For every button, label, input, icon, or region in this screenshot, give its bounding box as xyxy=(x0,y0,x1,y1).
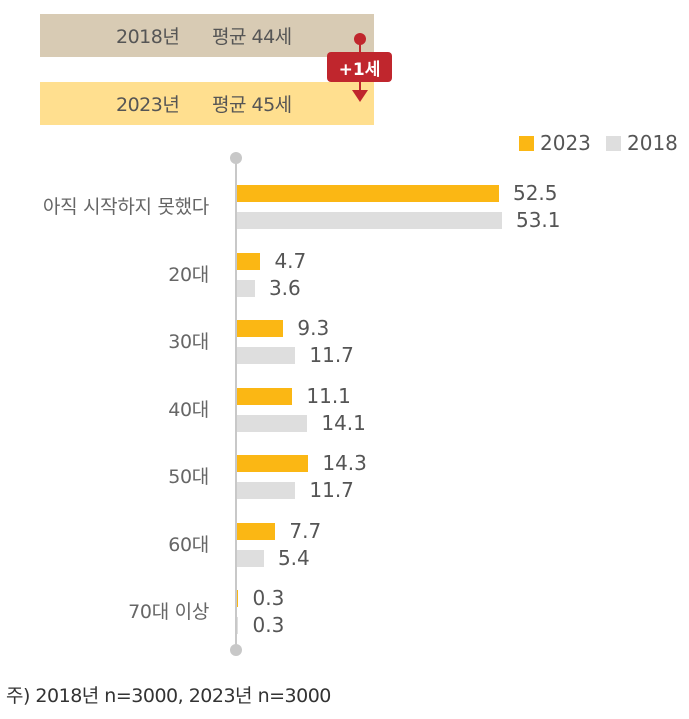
value-label-2018: 53.1 xyxy=(515,208,561,232)
category-label: 아직 시작하지 못했다 xyxy=(42,196,209,218)
bar-2018 xyxy=(237,617,239,634)
category-label: 20대 xyxy=(168,263,209,286)
average-year-2023: 2023년 xyxy=(116,94,180,116)
category-axis xyxy=(235,158,237,650)
bar-2023 xyxy=(237,522,276,540)
legend-label-2018: 2018 xyxy=(627,131,678,155)
category-label: 40대 xyxy=(168,398,209,421)
bar-2023 xyxy=(237,252,261,270)
value-label-2023: 7.7 xyxy=(289,518,322,543)
bar-2018 xyxy=(237,549,264,567)
value-label-2018: 11.7 xyxy=(309,343,354,367)
average-year-2018: 2018년 xyxy=(116,26,180,48)
axis-top-dot xyxy=(230,152,242,164)
category-label: 30대 xyxy=(168,331,209,353)
value-label-2018: 14.1 xyxy=(321,410,366,435)
bar-2018 xyxy=(237,212,502,229)
axis-bottom-dot xyxy=(230,644,242,656)
legend-label-2023: 2023 xyxy=(540,131,591,155)
value-label-2023: 14.3 xyxy=(322,451,367,475)
bar-2018 xyxy=(237,414,308,432)
category-label: 50대 xyxy=(168,466,209,488)
difference-start-dot xyxy=(354,33,366,45)
value-label-2023: 52.5 xyxy=(512,181,558,205)
average-age-2018: 2018년 평균 44세 xyxy=(40,14,374,57)
category-label: 60대 xyxy=(168,533,209,556)
legend-item-2023: 2023 xyxy=(519,131,591,155)
legend-swatch-2018 xyxy=(606,135,621,151)
legend-item-2018: 2018 xyxy=(606,131,678,155)
bar-2023 xyxy=(237,185,499,202)
value-label-2023: 9.3 xyxy=(297,316,330,340)
difference-badge: +1세 xyxy=(327,52,392,82)
bar-2023 xyxy=(237,387,293,405)
footnote: 주) 2018년 n=3000, 2023년 n=3000 xyxy=(6,685,331,707)
bar-2023 xyxy=(237,590,239,607)
bar-2018 xyxy=(237,347,296,364)
value-label-2018: 11.7 xyxy=(309,478,354,502)
average-value-2018: 평균 44세 xyxy=(212,26,292,48)
value-label-2018: 3.6 xyxy=(268,275,301,300)
category-label: 70대 이상 xyxy=(128,601,209,623)
value-label-2018: 0.3 xyxy=(252,613,285,637)
bar-2018 xyxy=(237,482,296,499)
value-label-2023: 0.3 xyxy=(252,586,285,610)
value-label-2023: 11.1 xyxy=(306,383,351,408)
legend-swatch-2023 xyxy=(519,135,534,151)
value-label-2023: 4.7 xyxy=(274,248,307,273)
bar-2023 xyxy=(237,455,309,472)
average-age-2023: 2023년 평균 45세 xyxy=(40,82,374,125)
average-value-2023: 평균 45세 xyxy=(212,94,292,116)
value-label-2018: 5.4 xyxy=(277,545,310,570)
bar-2023 xyxy=(237,320,284,337)
arrow-down-icon xyxy=(352,90,368,102)
bar-2018 xyxy=(237,279,255,297)
